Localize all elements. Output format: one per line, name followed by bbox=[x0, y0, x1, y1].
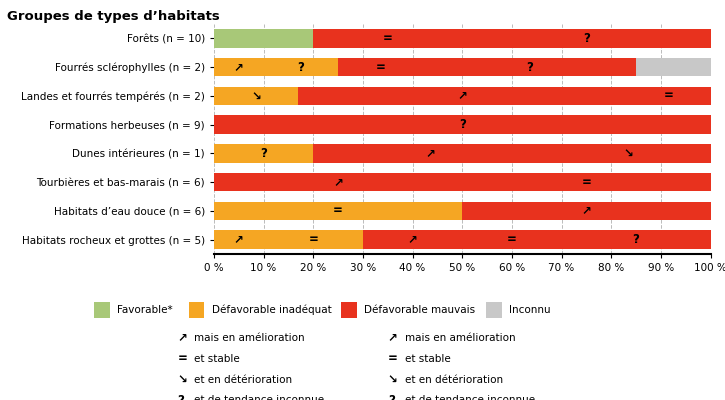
Text: ?: ? bbox=[459, 118, 465, 131]
Text: =: = bbox=[376, 61, 385, 74]
Text: Inconnu: Inconnu bbox=[509, 305, 550, 315]
Text: et de tendance inconnue: et de tendance inconnue bbox=[405, 395, 534, 400]
Text: Groupes de types d’habitats: Groupes de types d’habitats bbox=[7, 10, 220, 23]
Text: ?: ? bbox=[388, 394, 394, 400]
Text: et en détérioration: et en détérioration bbox=[405, 374, 502, 385]
Text: ↗: ↗ bbox=[388, 332, 398, 344]
Text: =: = bbox=[581, 176, 592, 189]
Text: ↗: ↗ bbox=[457, 89, 467, 102]
Text: ?: ? bbox=[633, 233, 639, 246]
Text: =: = bbox=[388, 352, 398, 365]
Bar bbox=[214, 202, 463, 220]
Text: ↗: ↗ bbox=[581, 204, 592, 217]
Text: =: = bbox=[507, 233, 517, 246]
Text: ↗: ↗ bbox=[233, 61, 244, 74]
Text: mais en amélioration: mais en amélioration bbox=[405, 333, 515, 343]
Text: Défavorable inadéquat: Défavorable inadéquat bbox=[212, 305, 331, 315]
Text: et stable: et stable bbox=[194, 354, 240, 364]
Text: ?: ? bbox=[178, 394, 184, 400]
Bar bbox=[214, 29, 313, 48]
Text: ?: ? bbox=[583, 32, 589, 45]
Bar bbox=[463, 173, 710, 192]
Bar bbox=[214, 58, 264, 76]
Bar bbox=[313, 29, 463, 48]
Text: =: = bbox=[178, 352, 188, 365]
Bar bbox=[214, 115, 710, 134]
Bar bbox=[423, 58, 636, 76]
Text: ?: ? bbox=[526, 61, 533, 74]
Text: ↗: ↗ bbox=[333, 176, 343, 189]
Bar bbox=[214, 86, 298, 105]
Text: ↗: ↗ bbox=[178, 332, 188, 344]
Text: Défavorable mauvais: Défavorable mauvais bbox=[364, 305, 475, 315]
Text: =: = bbox=[333, 204, 343, 217]
Bar bbox=[264, 58, 338, 76]
Bar bbox=[214, 230, 264, 249]
Bar bbox=[626, 86, 710, 105]
Bar bbox=[463, 202, 710, 220]
Bar bbox=[338, 58, 423, 76]
Text: ↗: ↗ bbox=[425, 147, 435, 160]
Text: mais en amélioration: mais en amélioration bbox=[194, 333, 305, 343]
Bar bbox=[547, 144, 710, 163]
Bar bbox=[463, 230, 561, 249]
Bar bbox=[463, 29, 710, 48]
Bar bbox=[214, 144, 313, 163]
Bar bbox=[298, 86, 626, 105]
Bar bbox=[214, 173, 463, 192]
Text: ?: ? bbox=[297, 61, 304, 74]
Text: et stable: et stable bbox=[405, 354, 450, 364]
Bar bbox=[561, 230, 710, 249]
Text: ?: ? bbox=[260, 147, 267, 160]
Text: ↘: ↘ bbox=[178, 373, 188, 386]
Text: ↘: ↘ bbox=[388, 373, 398, 386]
Text: =: = bbox=[308, 233, 318, 246]
Text: et en détérioration: et en détérioration bbox=[194, 374, 292, 385]
Bar bbox=[313, 144, 547, 163]
Bar bbox=[636, 58, 710, 76]
Text: et de tendance inconnue: et de tendance inconnue bbox=[194, 395, 324, 400]
Text: ↘: ↘ bbox=[251, 89, 261, 102]
Text: =: = bbox=[383, 32, 393, 45]
Text: Favorable*: Favorable* bbox=[117, 305, 173, 315]
Bar bbox=[362, 230, 463, 249]
Text: ↗: ↗ bbox=[233, 233, 244, 246]
Text: ↘: ↘ bbox=[624, 147, 634, 160]
Bar bbox=[264, 230, 363, 249]
Text: =: = bbox=[663, 89, 674, 102]
Text: ↗: ↗ bbox=[407, 233, 418, 246]
